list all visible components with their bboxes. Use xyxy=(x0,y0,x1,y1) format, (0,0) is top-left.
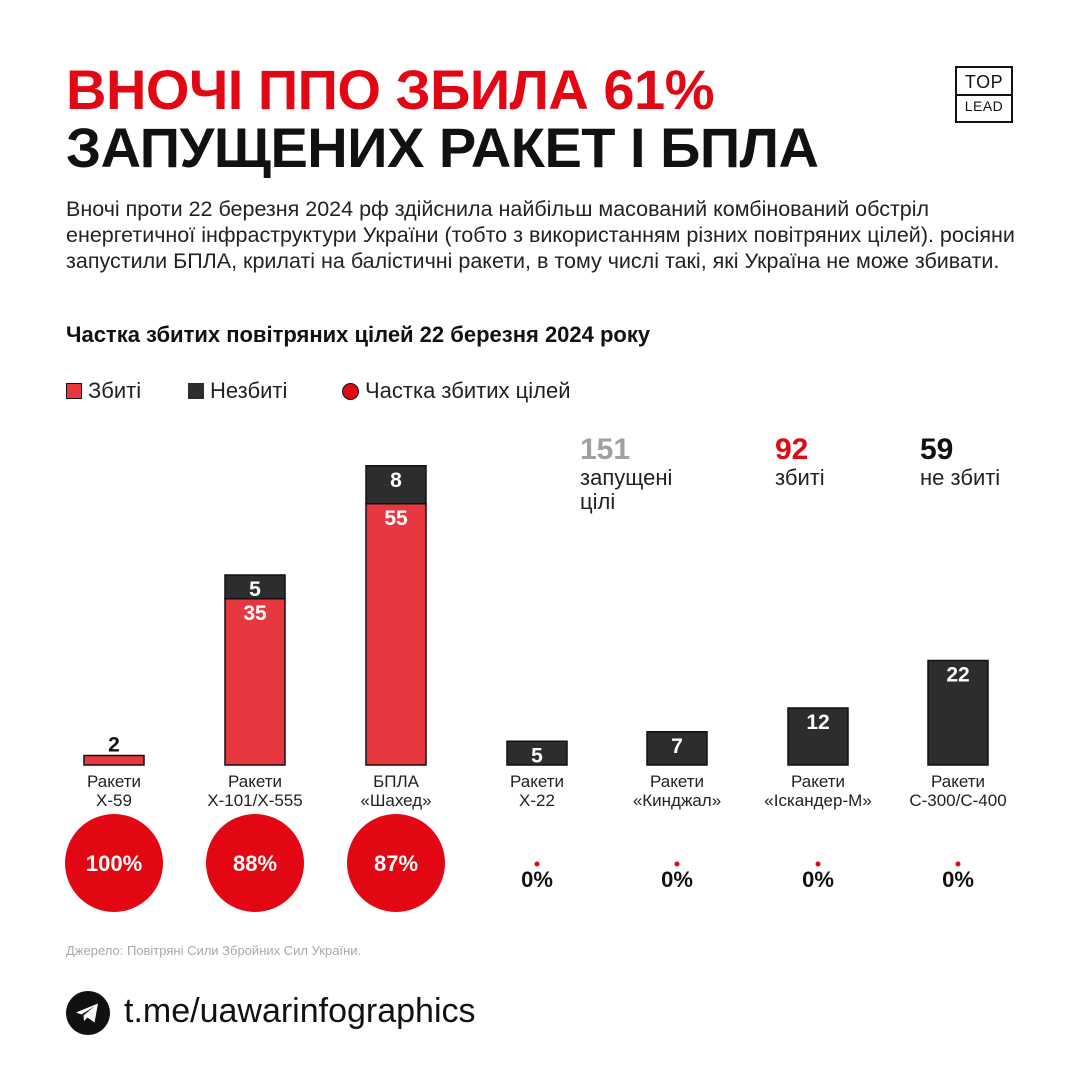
legend-swatch-red xyxy=(66,383,82,399)
category-label-line1: Ракети xyxy=(791,772,845,791)
bar-not-shot xyxy=(224,574,286,600)
share-label: 0% xyxy=(942,867,974,892)
category-label-line1: Ракети xyxy=(510,772,564,791)
category-label-line2: «Кинджал» xyxy=(633,791,721,810)
bar-label-not-shot: 12 xyxy=(806,711,829,734)
bar-label-not-shot: 8 xyxy=(390,469,402,492)
share-label: 87% xyxy=(374,851,418,876)
category-label-line2: Х-22 xyxy=(519,791,555,810)
logo-text-top: TOP xyxy=(964,72,1004,92)
stat-shot-down: 92 збиті xyxy=(775,434,825,490)
bar-label-shot: 55 xyxy=(384,507,408,530)
share-dot xyxy=(674,861,680,867)
legend-item-not-shot: Незбиті xyxy=(188,378,287,404)
bar-not-shot xyxy=(365,465,427,505)
bar-label-shot: 2 xyxy=(108,734,120,757)
stat-launched: 151 запущені цілі xyxy=(580,434,700,514)
stat-launched-number: 151 xyxy=(580,433,631,466)
toplead-logo: TOP LEAD xyxy=(955,66,1013,123)
legend-label-share: Частка збитих цілей xyxy=(365,378,571,403)
share-circle xyxy=(65,814,163,912)
telegram-icon xyxy=(66,991,110,1035)
stat-not-shot-number: 59 xyxy=(920,433,954,466)
legend-label-shot: Збиті xyxy=(88,378,142,403)
share-dot xyxy=(534,861,540,867)
category-label-line2: Х-101/Х-555 xyxy=(207,791,302,810)
share-circle xyxy=(347,814,445,912)
legend-item-share: Частка збитих цілей xyxy=(342,378,571,404)
bar-shot xyxy=(365,503,427,766)
logo-divider xyxy=(957,94,1011,96)
share-dot xyxy=(815,861,821,867)
bar-label-not-shot: 22 xyxy=(946,664,969,687)
title-line-1: ВНОЧІ ППО ЗБИЛА 61% xyxy=(66,58,714,121)
source-note: Джерело: Повітряні Сили Збройних Сил Укр… xyxy=(66,943,362,958)
bar-not-shot xyxy=(646,731,708,766)
logo-text-lead: LEAD xyxy=(964,98,1004,114)
share-label: 100% xyxy=(86,851,142,876)
bar-label-shot: 35 xyxy=(243,602,267,625)
bar-label-not-shot: 5 xyxy=(249,578,261,601)
share-dot xyxy=(955,861,961,867)
chart-title: Частка збитих повітряних цілей 22 березн… xyxy=(66,322,651,347)
stat-shot-down-number: 92 xyxy=(775,433,809,466)
share-label: 0% xyxy=(661,867,693,892)
share-label: 88% xyxy=(233,851,277,876)
telegram-link[interactable]: t.me/uawarinfographics xyxy=(124,992,476,1030)
category-label-line2: «Шахед» xyxy=(360,791,431,810)
bar-label-not-shot: 7 xyxy=(671,735,683,758)
stat-not-shot-label: не збиті xyxy=(920,465,1001,490)
bar-not-shot xyxy=(787,707,849,766)
title-line-2: ЗАПУЩЕНИХ РАКЕТ І БПЛА xyxy=(66,116,819,179)
legend-swatch-circle xyxy=(342,382,359,400)
bar-not-shot xyxy=(927,659,989,766)
bar-label-not-shot: 5 xyxy=(531,744,543,767)
category-label-line2: С-300/С-400 xyxy=(909,791,1006,810)
category-label-line1: Ракети xyxy=(228,772,282,791)
intro-paragraph: Вночі проти 22 березня 2024 рф здійснила… xyxy=(66,197,1015,273)
share-label: 0% xyxy=(802,867,834,892)
share-label: 0% xyxy=(521,867,553,892)
category-label-line2: «Іскандер-М» xyxy=(764,791,871,810)
category-label-line1: Ракети xyxy=(650,772,704,791)
legend-item-shot: Збиті xyxy=(66,378,141,404)
stat-not-shot: 59 не збиті xyxy=(920,434,1000,490)
legend-swatch-dark xyxy=(188,383,204,399)
bar-shot xyxy=(83,754,145,766)
category-label-line1: БПЛА xyxy=(373,772,420,791)
category-label-line2: Х-59 xyxy=(96,791,132,810)
bar-not-shot xyxy=(506,740,568,766)
stat-launched-label: запущені цілі xyxy=(580,465,673,514)
share-circle xyxy=(206,814,304,912)
category-label-line1: Ракети xyxy=(931,772,985,791)
stat-shot-down-label: збиті xyxy=(775,465,825,490)
category-label-line1: Ракети xyxy=(87,772,141,791)
bar-shot xyxy=(224,598,286,766)
legend-label-not-shot: Незбиті xyxy=(210,378,288,403)
